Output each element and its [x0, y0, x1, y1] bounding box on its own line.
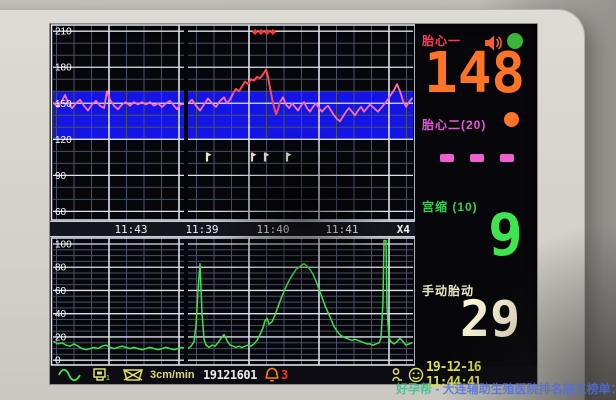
svg-text:150: 150 — [55, 99, 72, 110]
fhr2-status-dot — [504, 112, 519, 127]
svg-text:90: 90 — [55, 171, 67, 182]
svg-text:100: 100 — [55, 239, 72, 250]
waveform-icon[interactable] — [58, 366, 82, 384]
time-axis: X4 11:43 11:39 11:40 11:41 — [50, 221, 415, 237]
alarm-count: 3 — [281, 368, 289, 382]
svg-text:60: 60 — [55, 286, 67, 297]
printer-disabled-icon[interactable] — [120, 366, 146, 384]
fhr1-status-dot — [507, 33, 523, 49]
alarm-bell-icon[interactable] — [264, 366, 280, 384]
time-tick: 11:40 — [256, 223, 290, 236]
speaker-icon — [485, 35, 503, 51]
time-tick: 11:43 — [114, 223, 148, 236]
photo-corner-shadow — [446, 220, 616, 400]
svg-text:0: 0 — [55, 356, 61, 366]
svg-text:60: 60 — [55, 207, 67, 218]
transducer-icon[interactable]: 1 — [92, 366, 112, 384]
fhr2-label: 胎心二(20) — [422, 118, 487, 132]
toco-trend-chart: 100 80 60 40 20 0 — [50, 237, 415, 366]
svg-text:80: 80 — [55, 263, 67, 274]
fhr1-label: 胎心一 — [422, 34, 462, 48]
watermark-text: - 大连辅助生殖医院排名前五榜单：提供试管婴 — [435, 382, 616, 396]
paper-speed-label: 3cm/min — [150, 369, 195, 381]
svg-text:1: 1 — [106, 375, 110, 382]
svg-text:180: 180 — [55, 63, 72, 74]
svg-text:40: 40 — [55, 309, 67, 320]
time-tick: 11:39 — [185, 223, 219, 236]
time-tick: 11:41 — [325, 223, 359, 236]
fhr2-dash — [470, 154, 484, 162]
fhr2-dash — [440, 154, 454, 162]
svg-text:210: 210 — [55, 27, 72, 38]
watermark: 好孕帮 - 大连辅助生殖医院排名前五榜单：提供试管婴 — [396, 380, 616, 397]
svg-text:120: 120 — [55, 135, 72, 146]
patient-id: 19121601 — [203, 368, 257, 382]
watermark-prefix: 好孕帮 — [396, 382, 433, 396]
smiley-icon[interactable] — [408, 366, 424, 384]
fhr2-value-dashes — [440, 149, 530, 167]
fhr1-value: 148 — [424, 41, 526, 106]
fhr-trend-chart: 210 180 150 120 90 60 — [50, 24, 415, 221]
nurse-icon[interactable] — [390, 366, 406, 384]
toco-label: 宫缩 (10) — [422, 200, 478, 214]
x-scale-label: X4 — [396, 223, 410, 236]
svg-text:20: 20 — [55, 332, 67, 343]
fhr2-dash — [500, 154, 514, 162]
